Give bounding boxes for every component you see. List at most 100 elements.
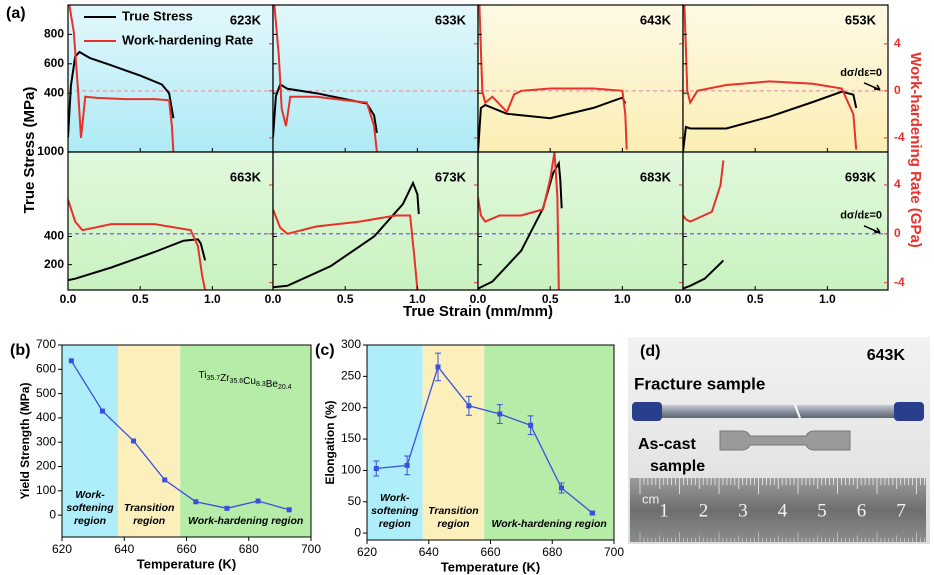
y-tick-label: 0 [49, 507, 56, 521]
region-label: Work- [75, 489, 105, 501]
ruler-label: 6 [857, 500, 867, 521]
region-label: softening [371, 505, 419, 517]
y-tick-label: 50 [348, 494, 362, 508]
ruler-label: 7 [896, 500, 906, 521]
region [62, 345, 119, 537]
stress-curve [273, 82, 378, 138]
data-point [286, 507, 292, 513]
y-tick-label: 200 [36, 459, 56, 473]
y-tick-label: 100 [341, 463, 361, 477]
ruler-label: 4 [778, 500, 788, 521]
panel-label: (b) [10, 342, 30, 359]
hardening-rate-curve [273, 5, 378, 152]
y-tick-label: 0 [354, 525, 361, 539]
curves [273, 5, 378, 152]
region [484, 345, 614, 540]
sample-grip [632, 402, 662, 421]
hardening-rate-curve [478, 152, 560, 290]
annotation: dσ/dε=0 [840, 67, 882, 79]
y-tick-label: 400 [36, 410, 56, 424]
ascast-label: As-cast [638, 436, 696, 453]
y-tick-label: 800 [44, 27, 64, 41]
y-tick-label: 200 [44, 257, 64, 271]
curves [68, 5, 175, 152]
stress-curve [68, 238, 207, 282]
x-tick-label: 1.0 [614, 292, 631, 306]
data-point [528, 422, 534, 428]
data-point [193, 499, 199, 505]
stress-curve [683, 259, 725, 290]
fracture-gap [794, 404, 801, 419]
y-axis-label: True Stress (MPa) [21, 87, 38, 214]
data-point [373, 466, 379, 472]
y-tick-label: 600 [44, 56, 64, 70]
curves [478, 152, 563, 290]
y2-tick-label: -4 [894, 275, 905, 289]
x-tick-label: 620 [357, 545, 377, 559]
temperature-label: 673K [435, 169, 467, 184]
y2-axis-label: Work-hardening Rate (GPa) [907, 52, 924, 248]
curves [683, 160, 725, 290]
panel-bg [273, 152, 478, 290]
hardening-rate-curve [68, 199, 207, 290]
ruler-label: 2 [699, 500, 709, 521]
temperature-label: 643K [640, 12, 672, 27]
region-label: softening [66, 502, 114, 514]
y-tick-label: 600 [36, 361, 56, 375]
composition: Ti35.7Zr35.6Cu8.3Be20.4 [199, 370, 292, 391]
x-tick-label: 680 [542, 545, 562, 559]
x-tick-label: 0.0 [675, 292, 692, 306]
region-label: Work- [380, 492, 410, 504]
panel-label: (a) [6, 5, 26, 22]
region-label: region [379, 518, 411, 530]
region [118, 345, 181, 537]
temperature-label: 663K [230, 169, 262, 184]
ascast-label: sample [650, 458, 705, 475]
region [180, 345, 311, 537]
temperature-label: 653K [845, 12, 877, 27]
y-tick-label: 400 [44, 229, 64, 243]
region-label: region [74, 515, 106, 527]
temperature-label: 623K [230, 12, 262, 27]
curves [478, 5, 628, 152]
region-label: Work-hardening region [492, 518, 607, 530]
y2-tick-label: 4 [894, 177, 901, 191]
region [367, 345, 423, 540]
x-axis-label: Temperature (K) [137, 556, 236, 571]
ruler-ticks [639, 478, 925, 542]
y-tick-label: 1000 [37, 144, 64, 158]
x-tick-label: 1.0 [409, 292, 426, 306]
hardening-rate-curve [478, 5, 628, 150]
temperature-label: 643K [867, 347, 906, 364]
x-tick-label: 0.5 [542, 292, 559, 306]
panel-bg [478, 5, 683, 152]
curves [68, 199, 207, 290]
stress-curve [68, 50, 175, 138]
y-tick-label: 150 [341, 431, 361, 445]
data-point [466, 403, 472, 409]
data-point [162, 477, 168, 483]
x-tick-label: 0.5 [747, 292, 764, 306]
y-tick-label: 200 [341, 400, 361, 414]
data-point [224, 505, 230, 511]
ruler-label: 3 [738, 500, 748, 521]
y-tick-label: 700 [36, 337, 56, 351]
photo [628, 337, 930, 544]
panel-label: (c) [315, 342, 335, 359]
panel-bg [68, 5, 273, 152]
x-tick-label: 660 [176, 542, 196, 556]
data-point [435, 364, 441, 370]
x-tick-label: 640 [114, 542, 134, 556]
stress-curve [478, 96, 627, 152]
fracture-sample [632, 405, 924, 418]
data-point [404, 462, 410, 468]
curves [683, 5, 858, 152]
region-label: region [437, 518, 469, 530]
temperature-label: 693K [845, 169, 877, 184]
y2-tick-label: -4 [894, 130, 905, 144]
x-tick-label: 680 [239, 542, 259, 556]
y2-tick-label: 0 [894, 83, 901, 97]
x-tick-label: 1.0 [819, 292, 836, 306]
data-line [70, 360, 290, 511]
panel-frame [682, 151, 889, 291]
